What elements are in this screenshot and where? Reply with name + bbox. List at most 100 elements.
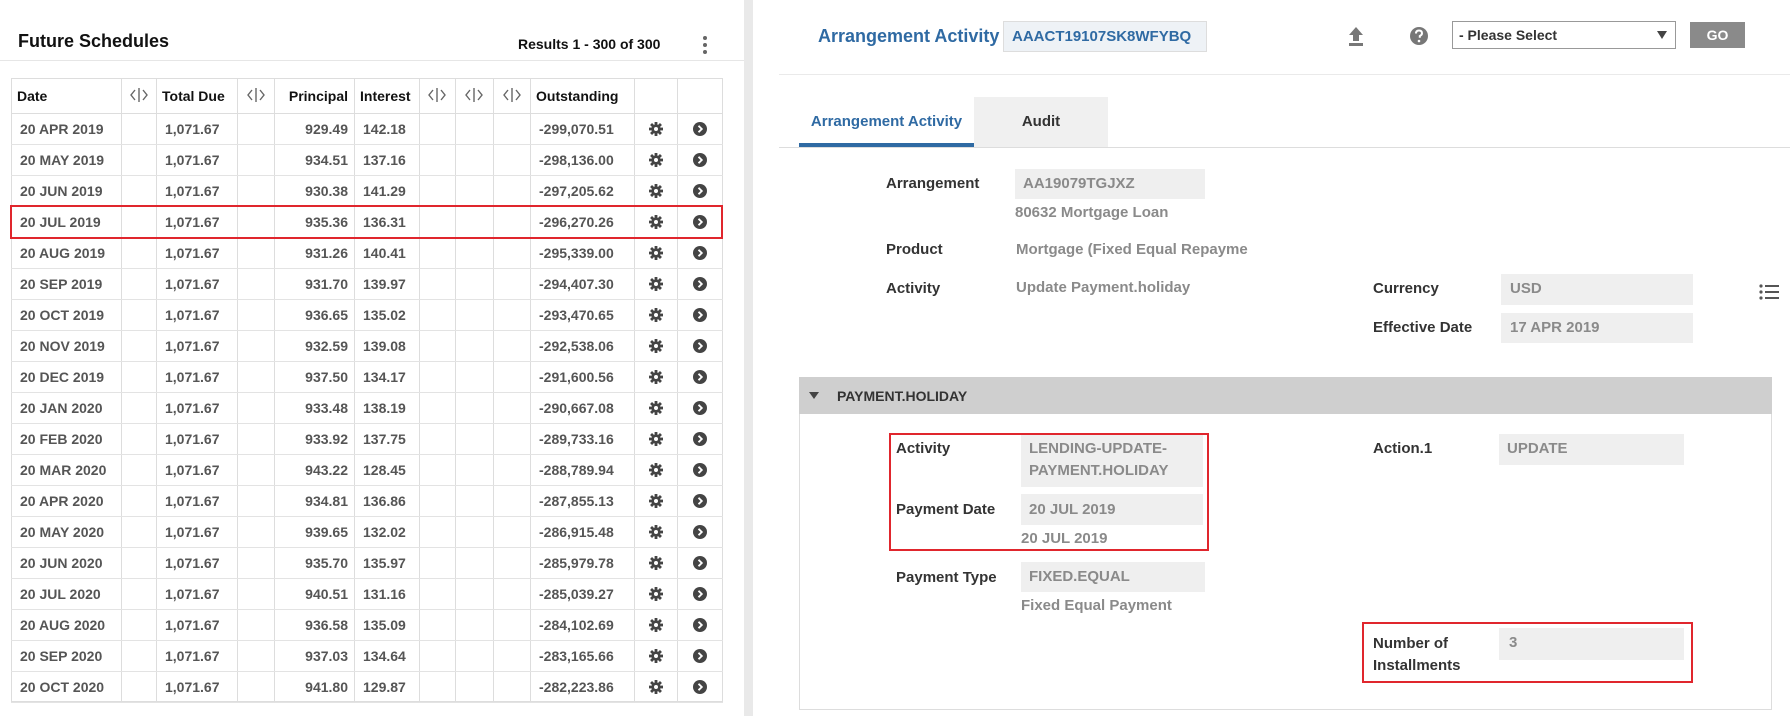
open-icon[interactable]: [693, 401, 707, 420]
settings-icon[interactable]: [648, 618, 663, 637]
cell: -294,407.30: [539, 276, 614, 292]
open-icon[interactable]: [693, 277, 707, 296]
cell: 933.92: [305, 431, 348, 447]
cell: 20 JAN 2020: [20, 400, 103, 416]
settings-icon[interactable]: [648, 370, 663, 389]
list-icon[interactable]: [1759, 284, 1779, 300]
panel-title: Future Schedules: [18, 31, 170, 51]
open-icon[interactable]: [693, 649, 707, 668]
settings-icon[interactable]: [648, 308, 663, 327]
settings-icon[interactable]: [648, 525, 663, 544]
cell: 935.36: [305, 214, 348, 230]
help-icon[interactable]: [1409, 26, 1429, 46]
cell: 941.80: [305, 679, 348, 695]
row-line: [11, 423, 723, 424]
cell: -286,915.48: [539, 524, 614, 540]
cell: 138.19: [363, 400, 406, 416]
cell: -287,855.13: [539, 493, 614, 509]
field-value: LENDING-UPDATE-: [1029, 440, 1168, 457]
open-icon[interactable]: [693, 339, 707, 358]
dropdown-arrow: [1657, 31, 1667, 39]
open-icon[interactable]: [693, 122, 707, 141]
resize-icon[interactable]: [246, 87, 266, 108]
divider: [779, 74, 1790, 75]
cell: 931.26: [305, 245, 348, 261]
row-line: [11, 578, 723, 579]
field-box: [1021, 435, 1203, 487]
settings-icon[interactable]: [648, 463, 663, 482]
open-icon[interactable]: [693, 463, 707, 482]
column-line: [274, 78, 275, 702]
cell: -290,667.08: [539, 400, 614, 416]
open-icon[interactable]: [693, 246, 707, 265]
column-line: [419, 78, 420, 702]
highlight-row: [10, 205, 723, 239]
settings-icon[interactable]: [648, 277, 663, 296]
settings-icon[interactable]: [648, 246, 663, 265]
resize-icon[interactable]: [464, 87, 484, 108]
field-note: Fixed Equal Payment: [1021, 597, 1172, 614]
settings-icon[interactable]: [648, 153, 663, 172]
settings-icon[interactable]: [648, 649, 663, 668]
settings-icon[interactable]: [648, 184, 663, 203]
settings-icon[interactable]: [648, 556, 663, 575]
cell: 934.81: [305, 493, 348, 509]
resize-icon[interactable]: [427, 87, 447, 108]
cell: 939.65: [305, 524, 348, 540]
tab-active[interactable]: Arrangement Activity: [810, 113, 963, 130]
open-icon[interactable]: [693, 432, 707, 451]
cell: -295,339.00: [539, 245, 614, 261]
settings-icon[interactable]: [648, 432, 663, 451]
settings-icon[interactable]: [648, 587, 663, 606]
open-icon[interactable]: [693, 215, 707, 234]
settings-icon[interactable]: [648, 494, 663, 513]
open-icon[interactable]: [693, 153, 707, 172]
panel-title: Arrangement Activity: [818, 26, 1000, 46]
open-icon[interactable]: [693, 525, 707, 544]
column-line: [634, 78, 635, 702]
cell: 1,071.67: [165, 400, 220, 416]
cell: 136.86: [363, 493, 406, 509]
cell: 1,071.67: [165, 524, 220, 540]
row-line: [11, 516, 723, 517]
resize-icon[interactable]: [502, 87, 522, 108]
settings-icon[interactable]: [648, 215, 663, 234]
open-icon[interactable]: [693, 680, 707, 699]
cell: 1,071.67: [165, 431, 220, 447]
action-select[interactable]: - Please Select: [1452, 21, 1676, 49]
open-icon[interactable]: [693, 587, 707, 606]
section-header[interactable]: PAYMENT.HOLIDAY: [799, 377, 1772, 414]
open-icon[interactable]: [693, 308, 707, 327]
open-icon[interactable]: [693, 618, 707, 637]
open-icon[interactable]: [693, 556, 707, 575]
upload-icon[interactable]: [1347, 25, 1365, 47]
settings-icon[interactable]: [648, 339, 663, 358]
open-icon[interactable]: [693, 494, 707, 513]
cell: 20 MAR 2020: [20, 462, 107, 478]
cell: 20 OCT 2020: [20, 679, 105, 695]
highlight-box: [889, 433, 1209, 551]
cell: 1,071.67: [165, 462, 220, 478]
cell: 137.16: [363, 152, 406, 168]
cell: 20 SEP 2019: [20, 276, 103, 292]
go-button[interactable]: GO: [1690, 22, 1745, 48]
tab[interactable]: Audit: [974, 97, 1108, 147]
column-header: Outstanding: [536, 88, 619, 104]
row-line: [11, 547, 723, 548]
collapse-arrow: [809, 392, 819, 399]
field-value: FIXED.EQUAL: [1021, 562, 1205, 592]
more-menu[interactable]: [700, 34, 710, 56]
cell: 131.16: [363, 586, 406, 602]
resize-icon[interactable]: [129, 87, 149, 108]
settings-icon[interactable]: [648, 122, 663, 141]
cell: -299,070.51: [539, 121, 614, 137]
cell: -288,789.94: [539, 462, 614, 478]
field-label: Product: [886, 241, 943, 258]
open-icon[interactable]: [693, 370, 707, 389]
field-label: Action.1: [1373, 440, 1433, 457]
row-line: [11, 609, 723, 610]
settings-icon[interactable]: [648, 680, 663, 699]
cell: 936.65: [305, 307, 348, 323]
open-icon[interactable]: [693, 184, 707, 203]
settings-icon[interactable]: [648, 401, 663, 420]
